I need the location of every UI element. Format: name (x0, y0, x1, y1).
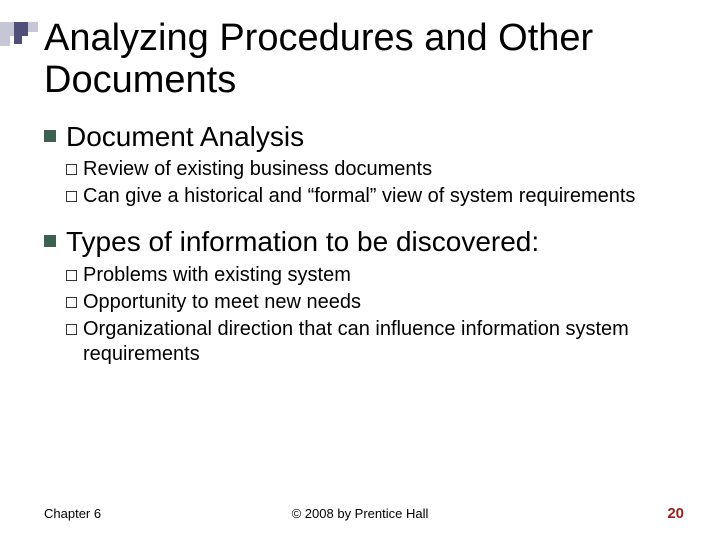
list-item-text: Opportunity to meet new needs (83, 290, 361, 315)
square-bullet-icon (44, 235, 56, 247)
footer-chapter: Chapter 6 (44, 506, 101, 521)
slide: Analyzing Procedures and Other Documents… (0, 0, 720, 540)
square-bullet-icon (44, 130, 56, 142)
footer-copyright: © 2008 by Prentice Hall (292, 506, 429, 521)
page-number: 20 (667, 505, 684, 522)
list-item-text: Review of existing business documents (83, 157, 432, 182)
subitem-list: Review of existing business documents Ca… (66, 157, 676, 209)
outline-square-icon (66, 191, 77, 202)
list-item-text: Organizational direction that can influe… (83, 317, 676, 367)
section-heading-row: Types of information to be discovered: (44, 225, 676, 259)
slide-body: Document Analysis Review of existing bus… (44, 120, 676, 367)
section-heading: Types of information to be discovered: (66, 225, 539, 259)
list-item: Problems with existing system (66, 263, 676, 288)
section: Types of information to be discovered: P… (44, 225, 676, 367)
section-heading-row: Document Analysis (44, 120, 676, 154)
section-heading: Document Analysis (66, 120, 304, 154)
section: Document Analysis Review of existing bus… (44, 120, 676, 210)
subitem-list: Problems with existing system Opportunit… (66, 263, 676, 367)
list-item: Organizational direction that can influe… (66, 317, 676, 367)
slide-title: Analyzing Procedures and Other Documents (44, 18, 676, 102)
list-item: Can give a historical and “formal” view … (66, 184, 676, 209)
outline-square-icon (66, 324, 77, 335)
list-item-text: Problems with existing system (83, 263, 351, 288)
footer: Chapter 6 © 2008 by Prentice Hall 20 (0, 505, 720, 522)
list-item: Review of existing business documents (66, 157, 676, 182)
list-item-text: Can give a historical and “formal” view … (83, 184, 635, 209)
outline-square-icon (66, 270, 77, 281)
outline-square-icon (66, 164, 77, 175)
list-item: Opportunity to meet new needs (66, 290, 676, 315)
outline-square-icon (66, 297, 77, 308)
